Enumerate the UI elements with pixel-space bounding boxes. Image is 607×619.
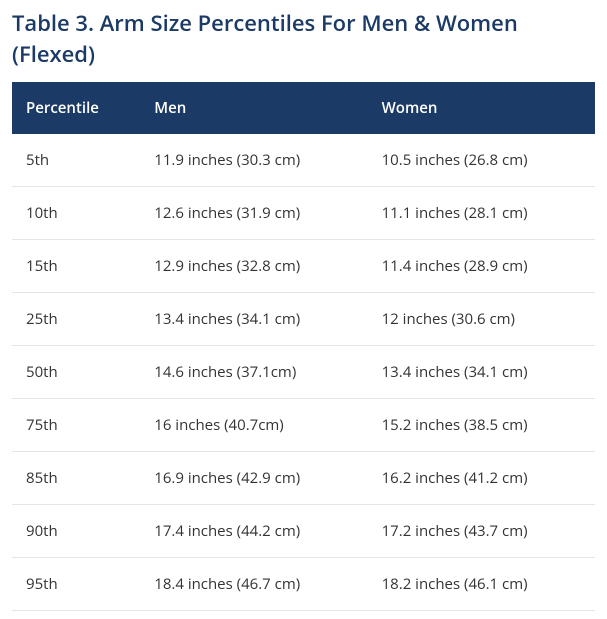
cell-women: 12 inches (30.6 cm): [368, 292, 595, 345]
col-header-men: Men: [140, 82, 367, 134]
cell-percentile: 25th: [12, 292, 140, 345]
table-row: 50th14.6 inches (37.1cm)13.4 inches (34.…: [12, 345, 595, 398]
table-row: 10th12.6 inches (31.9 cm)11.1 inches (28…: [12, 186, 595, 239]
table-row: 25th13.4 inches (34.1 cm)12 inches (30.6…: [12, 292, 595, 345]
cell-percentile: 75th: [12, 398, 140, 451]
cell-percentile: 50th: [12, 345, 140, 398]
cell-men: 18.4 inches (46.7 cm): [140, 557, 367, 610]
table-title: Table 3. Arm Size Percentiles For Men & …: [12, 8, 595, 70]
cell-men: 12.9 inches (32.8 cm): [140, 239, 367, 292]
table-body: 5th11.9 inches (30.3 cm)10.5 inches (26.…: [12, 134, 595, 611]
cell-men: 14.6 inches (37.1cm): [140, 345, 367, 398]
cell-women: 11.1 inches (28.1 cm): [368, 186, 595, 239]
col-header-women: Women: [368, 82, 595, 134]
cell-percentile: 15th: [12, 239, 140, 292]
percentiles-table: Percentile Men Women 5th11.9 inches (30.…: [12, 82, 595, 611]
table-row: 85th16.9 inches (42.9 cm)16.2 inches (41…: [12, 451, 595, 504]
cell-men: 11.9 inches (30.3 cm): [140, 134, 367, 187]
cell-women: 18.2 inches (46.1 cm): [368, 557, 595, 610]
table-row: 90th17.4 inches (44.2 cm)17.2 inches (43…: [12, 504, 595, 557]
cell-percentile: 5th: [12, 134, 140, 187]
table-row: 5th11.9 inches (30.3 cm)10.5 inches (26.…: [12, 134, 595, 187]
cell-women: 13.4 inches (34.1 cm): [368, 345, 595, 398]
cell-men: 16 inches (40.7cm): [140, 398, 367, 451]
table-row: 15th12.9 inches (32.8 cm)11.4 inches (28…: [12, 239, 595, 292]
cell-men: 16.9 inches (42.9 cm): [140, 451, 367, 504]
cell-men: 12.6 inches (31.9 cm): [140, 186, 367, 239]
cell-percentile: 90th: [12, 504, 140, 557]
cell-women: 16.2 inches (41.2 cm): [368, 451, 595, 504]
table-header-row: Percentile Men Women: [12, 82, 595, 134]
cell-percentile: 10th: [12, 186, 140, 239]
cell-percentile: 85th: [12, 451, 140, 504]
cell-percentile: 95th: [12, 557, 140, 610]
cell-men: 13.4 inches (34.1 cm): [140, 292, 367, 345]
cell-women: 10.5 inches (26.8 cm): [368, 134, 595, 187]
cell-men: 17.4 inches (44.2 cm): [140, 504, 367, 557]
cell-women: 11.4 inches (28.9 cm): [368, 239, 595, 292]
col-header-percentile: Percentile: [12, 82, 140, 134]
table-row: 75th16 inches (40.7cm)15.2 inches (38.5 …: [12, 398, 595, 451]
cell-women: 17.2 inches (43.7 cm): [368, 504, 595, 557]
cell-women: 15.2 inches (38.5 cm): [368, 398, 595, 451]
table-row: 95th18.4 inches (46.7 cm)18.2 inches (46…: [12, 557, 595, 610]
